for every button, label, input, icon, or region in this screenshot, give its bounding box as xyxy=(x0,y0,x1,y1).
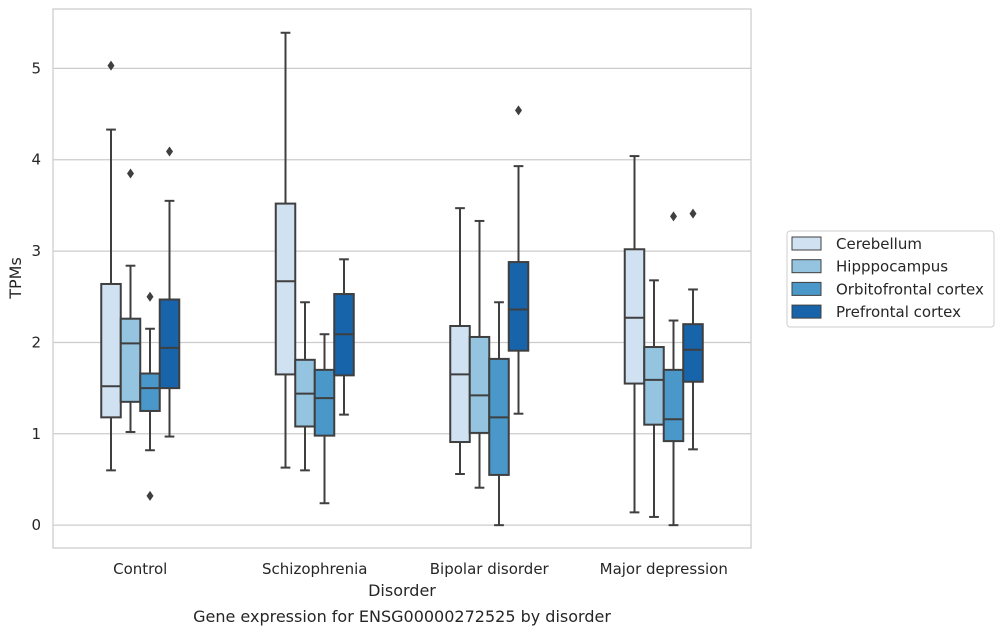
x-axis-ticks: Control Schizophrenia Bipolar disorder Majo… xyxy=(113,560,728,578)
box-hipppocampus-3 xyxy=(643,279,665,518)
chart-caption: Gene expression for ENSG00000272525 by d… xyxy=(193,607,611,626)
box-prefrontal-cortex-2 xyxy=(507,105,530,415)
outlier-point xyxy=(670,211,677,222)
legend-swatch xyxy=(791,304,822,319)
outlier-point xyxy=(146,490,154,501)
series-cerebellum xyxy=(100,31,646,514)
x-tick-label: Control xyxy=(113,560,167,578)
iqr-box xyxy=(119,317,142,403)
iqr-box xyxy=(449,325,471,444)
boxes xyxy=(100,31,704,527)
legend-label: Orbitofrontal cortex xyxy=(836,280,984,298)
box-prefrontal-cortex-0 xyxy=(158,146,181,438)
iqr-box xyxy=(662,368,685,443)
box-orbitofrontal-cortex-3 xyxy=(662,211,685,527)
box-cerebellum-1 xyxy=(274,31,297,469)
gridlines xyxy=(53,67,751,526)
legend-swatch xyxy=(791,281,822,296)
box-cerebellum-2 xyxy=(449,207,471,476)
outlier-point xyxy=(127,168,134,179)
box-hipppocampus-1 xyxy=(294,301,316,472)
y-tick-label: 3 xyxy=(31,242,41,260)
iqr-box xyxy=(623,248,646,385)
box-cerebellum-3 xyxy=(623,155,646,514)
iqr-box xyxy=(507,261,530,352)
y-tick-label: 2 xyxy=(31,333,41,351)
iqr-box xyxy=(100,282,122,419)
iqr-box xyxy=(682,323,704,383)
x-axis-label: Disorder xyxy=(368,581,436,600)
legend-swatch xyxy=(791,236,822,251)
box-prefrontal-cortex-1 xyxy=(333,258,355,416)
box-hipppocampus-2 xyxy=(468,219,491,489)
box-orbitofrontal-cortex-2 xyxy=(488,301,510,527)
outlier-point xyxy=(107,60,115,71)
box-cerebellum-0 xyxy=(100,60,122,472)
box-orbitofrontal-cortex-1 xyxy=(313,333,336,505)
y-tick-label: 1 xyxy=(31,425,41,443)
box-orbitofrontal-cortex-0 xyxy=(139,291,161,501)
series-prefrontal-cortex xyxy=(158,105,704,451)
legend: Cerebellum Hipppocampus Orbitofrontal cort… xyxy=(786,230,995,328)
y-axis-ticks: 0 1 2 3 4 5 xyxy=(31,59,41,534)
iqr-box xyxy=(643,346,665,426)
iqr-box xyxy=(313,368,336,437)
x-tick-label: Bipolar disorder xyxy=(430,560,550,578)
x-tick-label: Schizophrenia xyxy=(262,560,367,578)
y-tick-label: 5 xyxy=(31,59,41,77)
iqr-box xyxy=(468,335,491,434)
outlier-point xyxy=(166,146,173,157)
y-tick-label: 4 xyxy=(31,151,41,169)
iqr-box xyxy=(274,202,297,376)
box-prefrontal-cortex-3 xyxy=(682,208,704,451)
legend-label: Prefrontal cortex xyxy=(836,303,961,321)
iqr-box xyxy=(139,372,161,412)
outlier-point xyxy=(689,208,697,219)
box-hipppocampus-0 xyxy=(119,168,142,433)
legend-swatch xyxy=(791,259,822,274)
y-tick-label: 0 xyxy=(31,516,41,534)
series-hipppocampus xyxy=(119,168,665,518)
outlier-point xyxy=(515,105,522,116)
legend-label: Hipppocampus xyxy=(836,258,948,276)
legend-label: Cerebellum xyxy=(836,235,922,253)
y-axis-label: TPMs xyxy=(6,257,25,300)
plot-area-frame xyxy=(52,8,752,549)
iqr-box xyxy=(158,298,181,390)
legend-frame xyxy=(786,230,995,328)
x-tick-label: Major depression xyxy=(600,560,728,578)
outlier-point xyxy=(146,291,154,302)
series-orbitofrontal-cortex xyxy=(139,211,685,527)
